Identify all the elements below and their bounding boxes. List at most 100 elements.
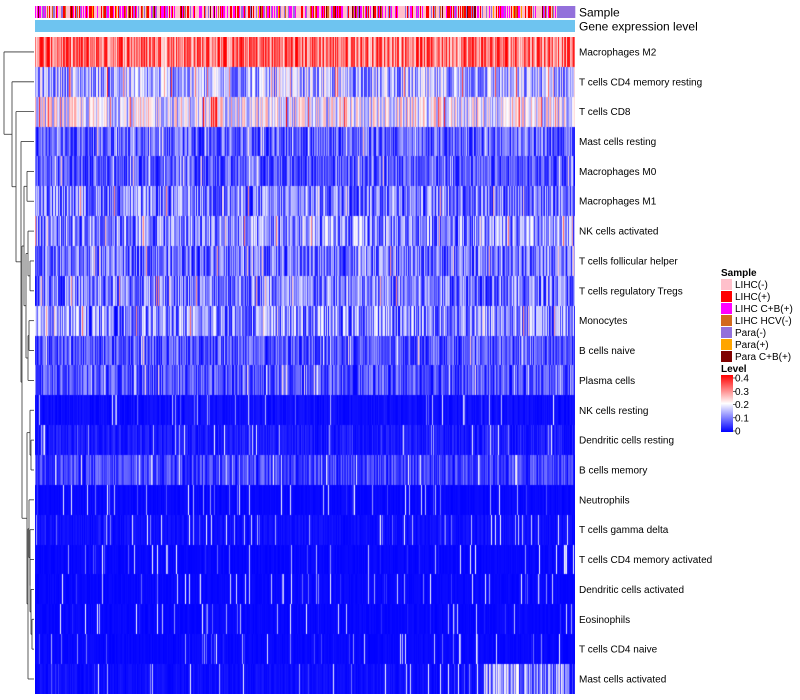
sample-cell [573, 6, 575, 18]
sample-cell [254, 6, 256, 18]
sample-cell [117, 6, 119, 18]
sample-cell [307, 6, 309, 18]
sample-cell [201, 6, 203, 18]
sample-cell [529, 6, 531, 18]
sample-cell [508, 6, 510, 18]
sample-cell [269, 6, 271, 18]
sample-cell [528, 6, 530, 18]
sample-cell [349, 6, 351, 18]
sample-cell [524, 6, 526, 18]
sample-cell [420, 6, 422, 18]
sample-cell [208, 6, 210, 18]
sample-cell [375, 6, 377, 18]
sample-cell [362, 6, 364, 18]
sample-cell [288, 6, 290, 18]
sample-cell [364, 6, 366, 18]
sample-cell [445, 6, 447, 18]
sample-cell [250, 6, 252, 18]
sample-cell [96, 6, 98, 18]
row-label: Eosinophils [579, 615, 630, 626]
sample-cell [545, 6, 547, 18]
sample-cell [461, 6, 463, 18]
sample-cell [346, 6, 348, 18]
sample-cell [350, 6, 352, 18]
sample-cell [351, 6, 353, 18]
sample-cell [429, 6, 431, 18]
sample-cell [484, 6, 486, 18]
sample-cell [309, 6, 311, 18]
sample-cell [467, 6, 469, 18]
sample-cell [403, 6, 405, 18]
sample-cell [65, 6, 67, 18]
sample-cell [299, 6, 301, 18]
sample-cell [150, 6, 152, 18]
sample-cell [184, 6, 186, 18]
sample-cell [301, 6, 303, 18]
sample-cell [504, 6, 506, 18]
sample-cell [54, 6, 56, 18]
sample-cell [417, 6, 419, 18]
sample-cell [232, 6, 234, 18]
sample-cell [510, 6, 512, 18]
sample-cell [377, 6, 379, 18]
sample-cell [480, 6, 482, 18]
sample-cell [571, 6, 573, 18]
sample-cell [156, 6, 158, 18]
sample-cell [73, 6, 75, 18]
sample-cell [320, 6, 322, 18]
sample-cell [280, 6, 282, 18]
sample-cell [205, 6, 207, 18]
sample-cell [204, 6, 206, 18]
sample-cell [251, 6, 253, 18]
sample-cell [416, 6, 418, 18]
sample-cell [473, 6, 475, 18]
sample-cell [246, 6, 248, 18]
sample-cell [371, 6, 373, 18]
sample-cell [69, 6, 71, 18]
sample-cell [298, 6, 300, 18]
sample-cell [79, 6, 81, 18]
sample-cell [226, 6, 228, 18]
sample-cell [564, 6, 566, 18]
sample-cell [453, 6, 455, 18]
sample-cell [292, 6, 294, 18]
sample-cell [286, 6, 288, 18]
sample-cell [509, 6, 511, 18]
sample-cell [543, 6, 545, 18]
sample-cell [368, 6, 370, 18]
sample-cell [462, 6, 464, 18]
sample-cell [261, 6, 263, 18]
sample-cell [48, 6, 50, 18]
sample-cell [443, 6, 445, 18]
sample-cell [381, 6, 383, 18]
sample-legend-label: LIHC(+) [735, 292, 770, 303]
sample-cell [332, 6, 334, 18]
sample-cell [356, 6, 358, 18]
sample-cell [278, 6, 280, 18]
sample-cell [276, 6, 278, 18]
sample-cell [439, 6, 441, 18]
sample-cell [50, 6, 52, 18]
sample-cell [179, 6, 181, 18]
sample-cell [491, 6, 493, 18]
sample-cell [331, 6, 333, 18]
sample-cell [458, 6, 460, 18]
sample-cell [441, 6, 443, 18]
sample-cell [502, 6, 504, 18]
sample-cell [422, 6, 424, 18]
sample-cell [339, 6, 341, 18]
sample-cell [521, 6, 523, 18]
sample-cell [294, 6, 296, 18]
sample-cell [291, 6, 293, 18]
sample-cell [234, 6, 236, 18]
sample-cell [316, 6, 318, 18]
sample-cell [224, 6, 226, 18]
level-legend-title: Level [721, 364, 747, 375]
sample-cell [538, 6, 540, 18]
sample-cell [308, 6, 310, 18]
sample-cell [558, 6, 560, 18]
sample-cell [424, 6, 426, 18]
sample-cell [282, 6, 284, 18]
sample-cell [296, 6, 298, 18]
sample-cell [341, 6, 343, 18]
